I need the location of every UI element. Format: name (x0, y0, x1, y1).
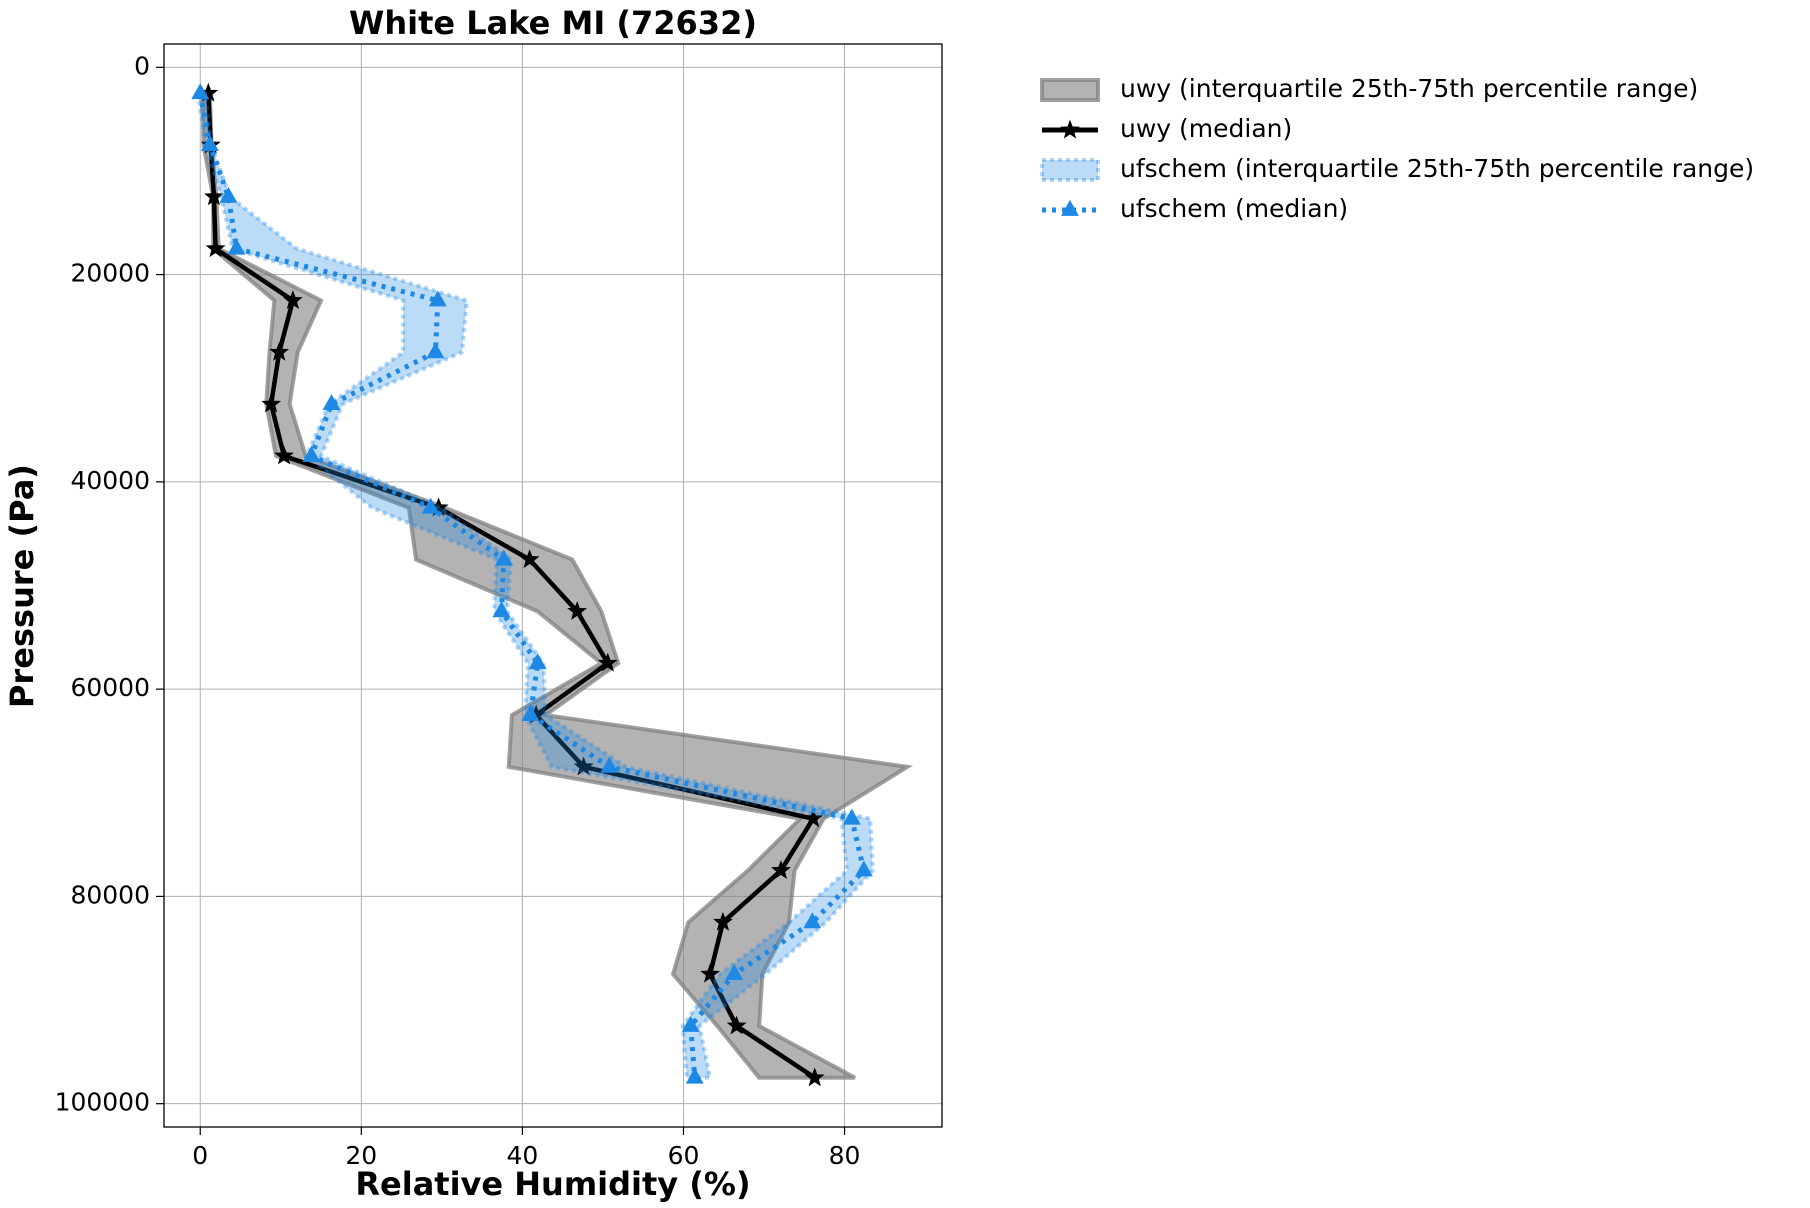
marker (261, 393, 282, 413)
marker (726, 1015, 747, 1035)
legend-swatch (1040, 158, 1100, 182)
y-tick-label: 40000 (70, 466, 150, 495)
marker (803, 912, 822, 929)
marker (700, 963, 720, 983)
x-axis-label: Relative Humidity (%) (355, 1165, 750, 1203)
y-tick-label: 0 (134, 51, 150, 80)
marker (528, 653, 547, 670)
x-tick-label: 80 (829, 1141, 861, 1170)
marker (685, 1067, 704, 1084)
x-tick-label: 20 (345, 1141, 377, 1170)
marker (227, 238, 246, 255)
marker (219, 186, 238, 203)
marker (573, 756, 594, 776)
marker (842, 808, 861, 825)
marker (421, 497, 440, 514)
marker (302, 445, 321, 462)
marker (521, 705, 540, 721)
marker (191, 83, 210, 100)
x-tick-label: 40 (506, 1141, 538, 1170)
legend-swatch (1040, 78, 1100, 102)
marker (713, 911, 733, 931)
marker (804, 1067, 825, 1087)
marker (854, 860, 873, 877)
y-tick-label: 60000 (70, 673, 150, 702)
legend-label: ufschem (median) (1120, 194, 1348, 223)
chart-title: White Lake MI (72632) (349, 4, 757, 42)
marker (567, 600, 588, 620)
marker (274, 445, 294, 465)
x-tick-label: 0 (192, 1141, 208, 1170)
marker (771, 860, 791, 879)
marker (269, 341, 290, 361)
marker (597, 652, 618, 672)
legend-label: uwy (interquartile 25th-75th percentile … (1120, 74, 1698, 103)
marker (492, 601, 511, 618)
median-line (206, 93, 816, 1080)
marker (282, 290, 303, 309)
y-tick-label: 100000 (55, 1088, 150, 1117)
marker (1060, 119, 1080, 139)
marker (725, 964, 744, 981)
marker (205, 238, 226, 258)
y-axis-label: Pressure (Pa) (3, 464, 41, 708)
y-tick-label: 20000 (70, 259, 150, 288)
plot-data (191, 82, 914, 1087)
x-tick-label: 60 (668, 1141, 700, 1170)
marker (803, 808, 824, 828)
legend-label: ufschem (interquartile 25th-75th percent… (1120, 154, 1754, 183)
y-tick-label: 80000 (70, 880, 150, 909)
marker (428, 290, 447, 307)
marker (600, 756, 619, 773)
plot-frame (163, 43, 943, 1128)
marker (426, 342, 445, 359)
marker (681, 1015, 700, 1032)
marker (494, 549, 513, 566)
legend-label: uwy (median) (1120, 114, 1292, 143)
marker (1061, 199, 1079, 216)
marker (322, 394, 341, 411)
marker (519, 549, 540, 569)
marker (200, 135, 219, 151)
marker (204, 186, 224, 206)
